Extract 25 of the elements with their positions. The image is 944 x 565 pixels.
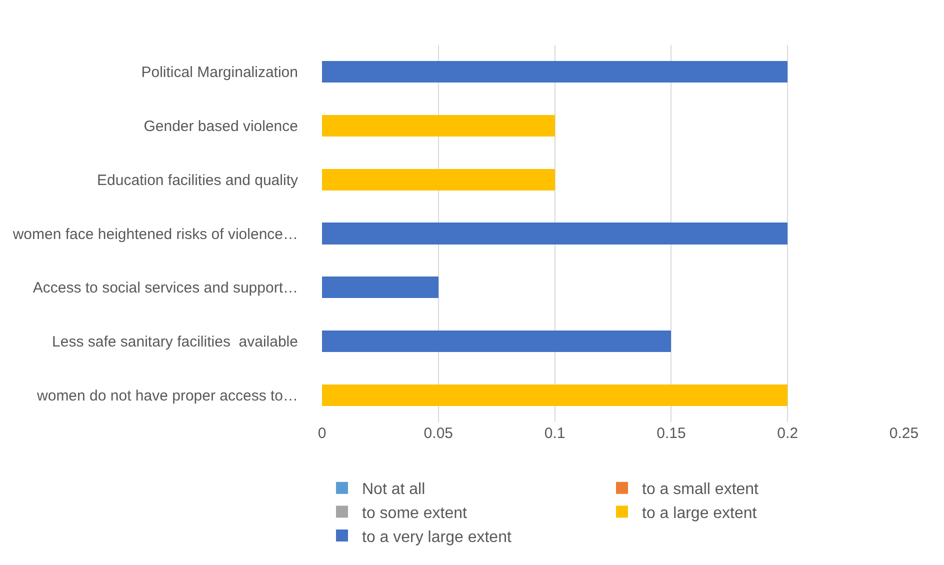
y-tick-label: women do not have proper access to… <box>36 387 298 404</box>
y-tick-label: Education facilities and quality <box>97 172 298 189</box>
bar <box>322 168 555 190</box>
y-tick-label: Political Marginalization <box>141 64 298 82</box>
bar <box>322 276 438 298</box>
x-tick-label: 0.1 <box>544 425 566 442</box>
x-tick-label: 0.2 <box>777 425 798 442</box>
y-tick-label: Access to social services and support… <box>32 280 298 297</box>
x-tick-label: 0 <box>318 425 326 442</box>
x-tick-label: 0.05 <box>424 425 453 442</box>
bar <box>322 222 788 244</box>
y-tick-label: Gender based violence <box>144 118 298 136</box>
legend-label: Not at all <box>362 481 426 498</box>
legend-label: to a very large extent <box>362 528 512 546</box>
legend-label: to a small extent <box>642 481 760 498</box>
bar <box>322 384 788 406</box>
y-tick-label: Less safe sanitary facilities available <box>52 333 298 350</box>
bar <box>322 330 672 352</box>
bar <box>322 61 788 83</box>
x-tick-label: 0.25 <box>889 425 919 442</box>
bar <box>322 115 555 137</box>
y-tick-label: women face heightened risks of violence… <box>12 226 298 243</box>
legend-label: to a large extent <box>642 504 758 522</box>
x-tick-label: 0.15 <box>656 425 686 442</box>
legend-label: to some extent <box>362 504 468 522</box>
